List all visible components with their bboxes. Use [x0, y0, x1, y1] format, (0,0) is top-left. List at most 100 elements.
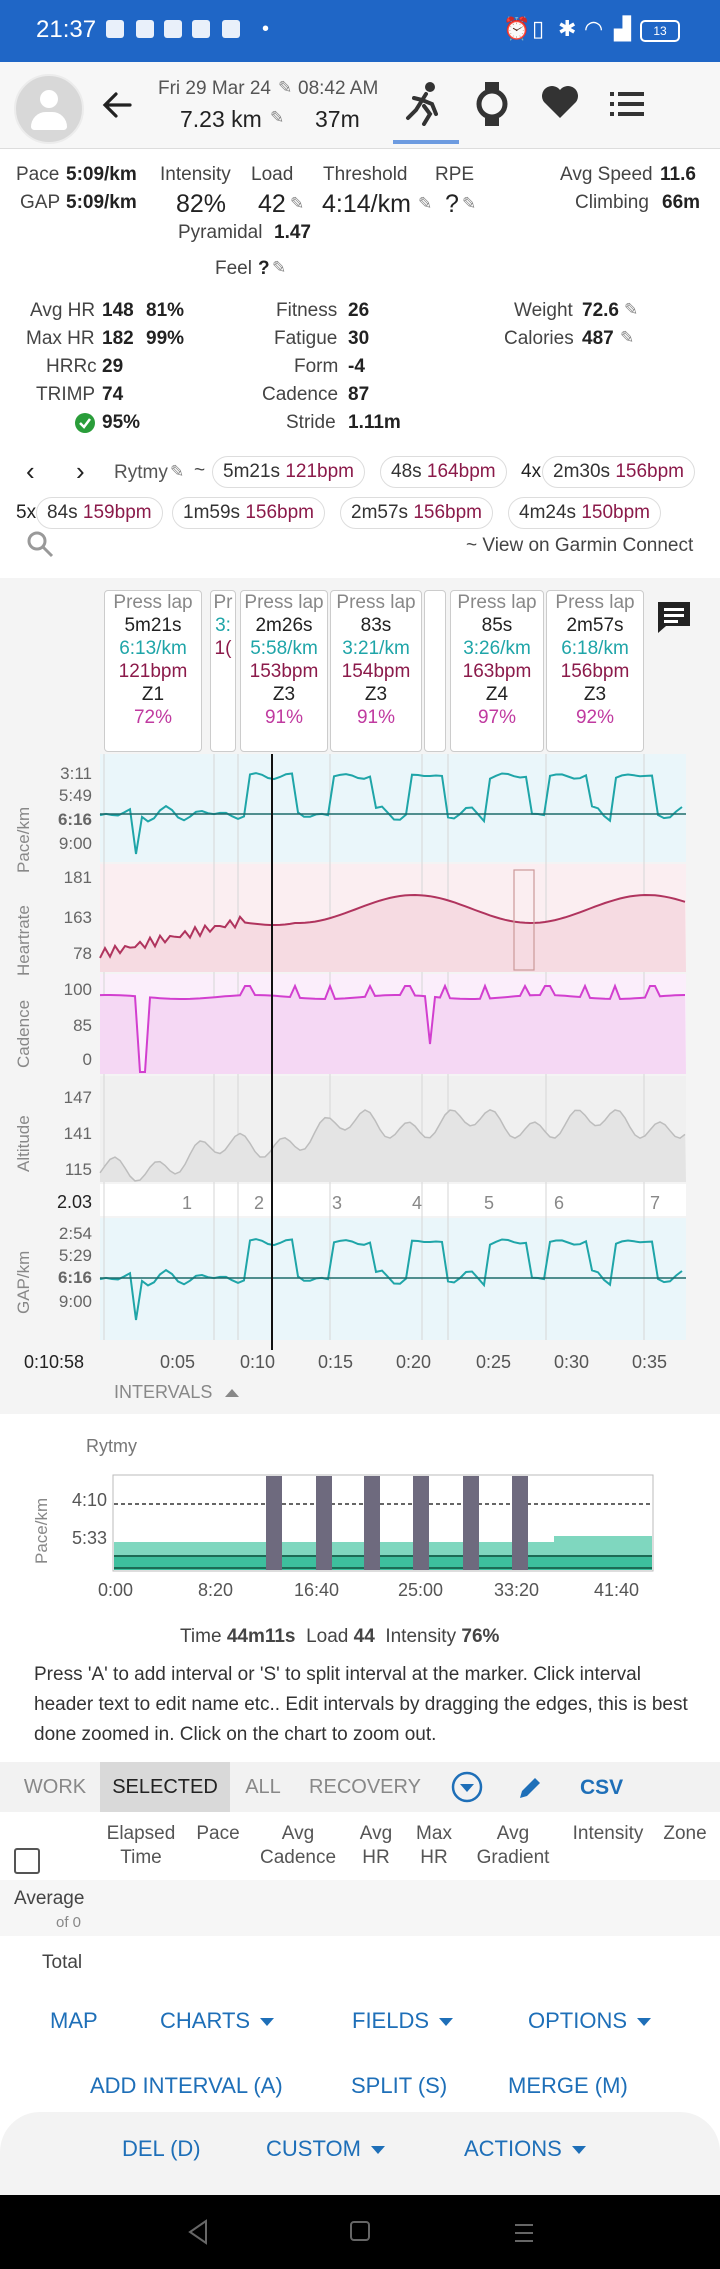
lap-header[interactable]: Pr 3: 1( [210, 590, 236, 752]
activity-time[interactable]: 08:42 AM [298, 78, 379, 99]
add-interval-button[interactable]: ADD INTERVAL (A) [90, 2073, 283, 2098]
vibrate-icon: ▯ [532, 16, 545, 41]
back-arrow-icon[interactable] [100, 88, 136, 122]
edit-workout-icon[interactable]: ✎ [170, 462, 185, 481]
hr-tick: 163 [63, 908, 92, 927]
next-chevron-icon[interactable]: › [76, 456, 85, 486]
edit-threshold-icon[interactable]: ✎ [418, 194, 433, 213]
options-button[interactable]: OPTIONS [528, 2008, 652, 2034]
garmin-connect-link[interactable]: ~ View on Garmin Connect [466, 535, 694, 556]
interval-bar[interactable] [463, 1476, 479, 1570]
edit-pencil-icon[interactable] [516, 1774, 544, 1802]
activity-distance[interactable]: 7.23 km [180, 106, 262, 132]
workout-name[interactable]: Rytmy [114, 462, 168, 483]
run-icon[interactable] [404, 80, 444, 126]
workout-step[interactable]: 84s 159bpm [36, 497, 163, 529]
interval-chart-svg[interactable] [112, 1474, 656, 1574]
tab-all[interactable]: ALL [245, 1776, 281, 1798]
custom-button[interactable]: CUSTOM [266, 2136, 385, 2162]
activity-header: Fri 29 Mar 24 ✎ 08:42 AM 7.23 km ✎ 37m [0, 62, 720, 149]
workout-step[interactable]: 5m21s 121bpm [212, 456, 365, 488]
feel-value[interactable]: ? [258, 258, 270, 279]
workout-step[interactable]: 4m24s 150bpm [508, 497, 661, 529]
status-bar: 21:37 • ⏰ ▯ ✱ ◠ ▟ 13 [0, 0, 720, 62]
lap-header[interactable]: Press lap 5m21s 6:13/km 121bpm Z1 72% [104, 590, 202, 752]
altitude-tick: 147 [63, 1088, 92, 1107]
gap-tick: 2:54 [58, 1224, 92, 1243]
search-icon[interactable] [26, 530, 54, 558]
nav-home-icon[interactable] [348, 2219, 372, 2245]
delete-button[interactable]: DEL (D) [122, 2136, 201, 2161]
help-text: Press 'A' to add interval or 'S' to spli… [34, 1664, 688, 1745]
actions-button[interactable]: ACTIONS [464, 2136, 586, 2162]
lap-header[interactable]: Press lap 85s 3:26/km 163bpm Z4 97% [450, 590, 544, 752]
column-header[interactable]: Avg Cadence [259, 1823, 337, 1868]
heart-icon[interactable] [540, 84, 580, 120]
interval-bar[interactable] [364, 1476, 380, 1570]
wifi-icon: ◠ [584, 16, 604, 41]
lap-header[interactable] [424, 590, 446, 752]
column-header[interactable]: Zone [663, 1823, 707, 1844]
comment-icon[interactable] [656, 600, 692, 634]
filter-dropdown-icon[interactable] [450, 1770, 484, 1804]
interval-bar[interactable] [413, 1476, 429, 1570]
column-header[interactable]: Avg Gradient [476, 1823, 550, 1868]
workout-step[interactable]: 48s 164bpm [380, 456, 507, 488]
weight-value[interactable]: 72.6 [582, 300, 619, 321]
edit-weight-icon[interactable]: ✎ [624, 300, 639, 319]
column-header[interactable]: Pace [196, 1823, 240, 1844]
form-label: Form [294, 356, 339, 377]
chevron-down-icon [370, 2146, 385, 2155]
activity-charts[interactable]: Press lap 5m21s 6:13/km 121bpm Z1 72% Pr 3: 1( … [0, 578, 720, 1414]
interval-bar[interactable] [316, 1476, 332, 1570]
tab-selected[interactable]: SELECTED [100, 1762, 230, 1812]
lap-header[interactable]: Press lap 83s 3:21/km 154bpm Z3 91% [330, 590, 422, 752]
edit-distance-icon[interactable]: ✎ [270, 108, 285, 127]
column-header[interactable]: Max HR [416, 1823, 452, 1868]
workout-step[interactable]: 2m57s 156bpm [340, 497, 493, 529]
tab-work[interactable]: WORK [23, 1776, 87, 1798]
edit-calories-icon[interactable]: ✎ [620, 328, 635, 347]
list-icon[interactable] [610, 90, 646, 118]
split-button[interactable]: SPLIT (S) [351, 2073, 448, 2098]
workout-step[interactable]: 2m30s 156bpm [542, 456, 695, 488]
activity-date[interactable]: Fri 29 Mar 24 [158, 78, 271, 99]
lap-header[interactable]: Press lap 2m26s 5:58/km 153bpm Z3 91% [240, 590, 328, 752]
pace-tick: 6:16 [57, 810, 92, 829]
nav-back-icon[interactable] [186, 2219, 210, 2245]
intervals-toggle[interactable]: INTERVALS [114, 1382, 240, 1403]
column-header[interactable]: Avg HR [359, 1823, 393, 1868]
workout-step[interactable]: 1m59s 156bpm [172, 497, 325, 529]
avg-speed-label: Avg Speed [560, 164, 653, 185]
gap-tick: 6:16 [57, 1268, 92, 1287]
edit-load-icon[interactable]: ✎ [290, 194, 305, 213]
interval-bar[interactable] [512, 1476, 528, 1570]
avg-hr-pct: 81% [146, 300, 185, 321]
interval-xtick: 0:00 [98, 1580, 134, 1600]
load-value[interactable]: 42 [258, 190, 286, 218]
map-button[interactable]: MAP [50, 2008, 98, 2033]
x-tick: 0:35 [632, 1352, 668, 1372]
lap-number: 1 [182, 1193, 193, 1213]
watch-icon[interactable] [474, 82, 510, 126]
lap-header[interactable]: Press lap 2m57s 6:18/km 156bpm Z3 92% [546, 590, 644, 752]
avatar[interactable] [14, 74, 84, 144]
charts-button[interactable]: CHARTS [160, 2008, 275, 2034]
edit-rpe-icon[interactable]: ✎ [462, 194, 477, 213]
facebook-icon [136, 20, 154, 38]
fields-button[interactable]: FIELDS [352, 2008, 454, 2034]
csv-button[interactable]: CSV [580, 1776, 624, 1799]
threshold-value[interactable]: 4:14/km [322, 190, 411, 218]
column-header[interactable]: Elapsed Time [106, 1823, 176, 1868]
select-all-checkbox[interactable] [14, 1848, 40, 1874]
interval-bar[interactable] [266, 1476, 282, 1570]
rpe-value[interactable]: ? [445, 190, 459, 218]
prev-chevron-icon[interactable]: ‹ [26, 456, 35, 486]
column-header[interactable]: Intensity [572, 1823, 644, 1844]
tab-recovery[interactable]: RECOVERY [309, 1776, 421, 1798]
edit-feel-icon[interactable]: ✎ [272, 258, 287, 277]
edit-date-icon[interactable]: ✎ [278, 78, 293, 97]
nav-menu-icon[interactable] [512, 2221, 536, 2245]
merge-button[interactable]: MERGE (M) [508, 2073, 628, 2098]
activity-panels-svg[interactable] [0, 754, 720, 1350]
